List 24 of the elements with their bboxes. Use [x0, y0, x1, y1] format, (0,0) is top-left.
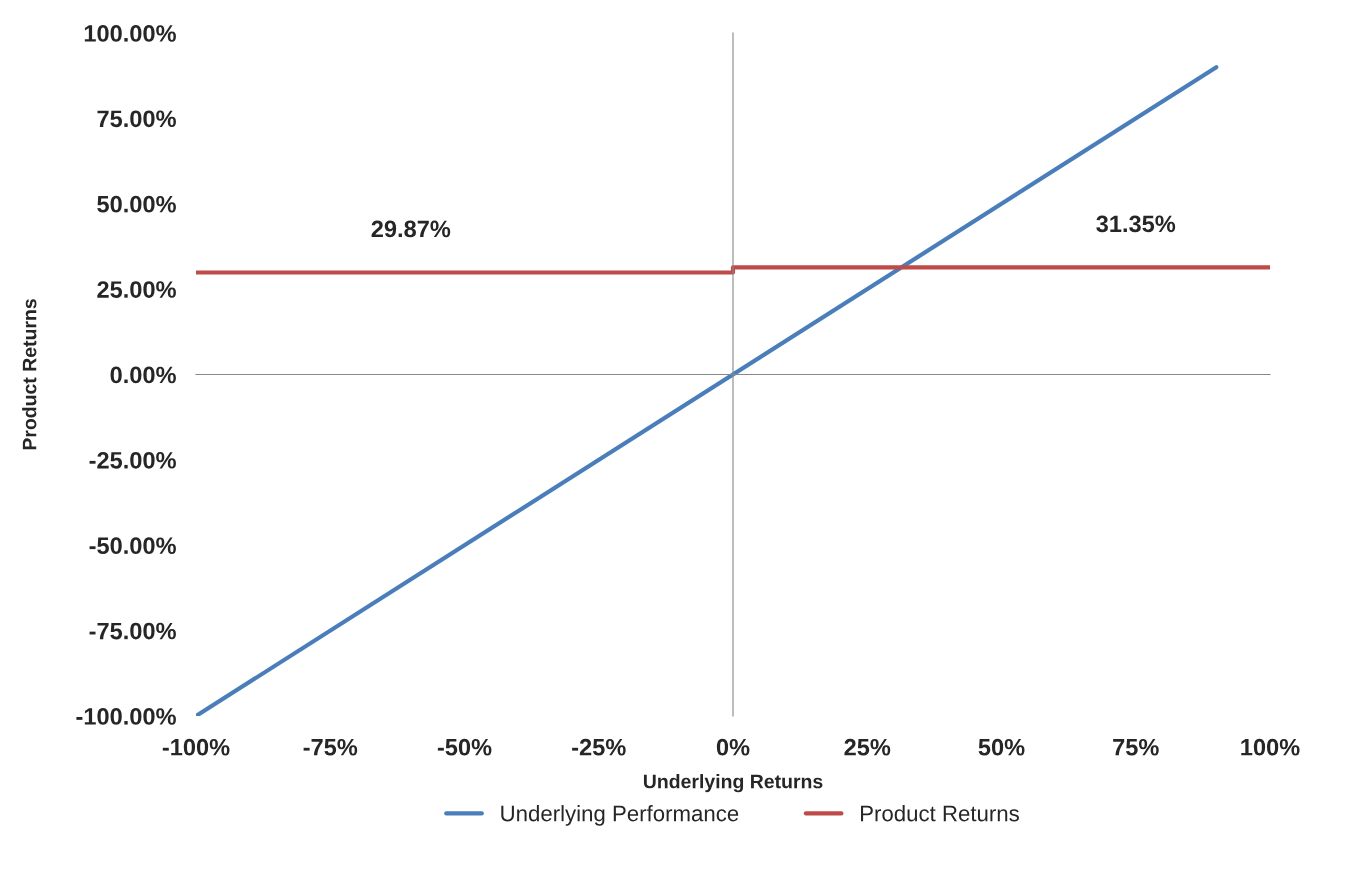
legend-label: Underlying Performance	[501, 805, 739, 826]
x-tick-label: 0%	[716, 738, 750, 756]
x-tick-label: 25%	[844, 738, 891, 756]
y-tick-label: 0.00%	[110, 366, 176, 384]
legend-label: Product Returns	[861, 805, 1019, 822]
annotation: 29.87%	[371, 220, 451, 238]
x-tick-label: 50%	[978, 738, 1025, 756]
x-tick-label: 75%	[1113, 738, 1159, 756]
y-tick-label: -100.00%	[76, 708, 176, 725]
x-tick-label: -25%	[572, 738, 626, 756]
x-tick-label: -75%	[303, 738, 358, 756]
x-tick-label: -100%	[162, 738, 230, 756]
y-tick-label: 50.00%	[97, 195, 176, 213]
y-axis-title: Product Returns	[22, 299, 37, 450]
x-tick-label: -50%	[437, 738, 492, 756]
y-tick-label: -25.00%	[89, 451, 176, 469]
y-tick-label: 100.00%	[84, 25, 176, 42]
y-tick-label: 75.00%	[97, 110, 176, 128]
y-tick-label: -75.00%	[89, 622, 176, 640]
x-axis-title: Underlying Returns	[643, 774, 823, 793]
y-tick-label: -50.00%	[89, 537, 176, 555]
y-tick-label: 25.00%	[97, 281, 176, 298]
x-tick-label: 100%	[1241, 738, 1300, 756]
annotation: 31.35%	[1096, 215, 1176, 233]
